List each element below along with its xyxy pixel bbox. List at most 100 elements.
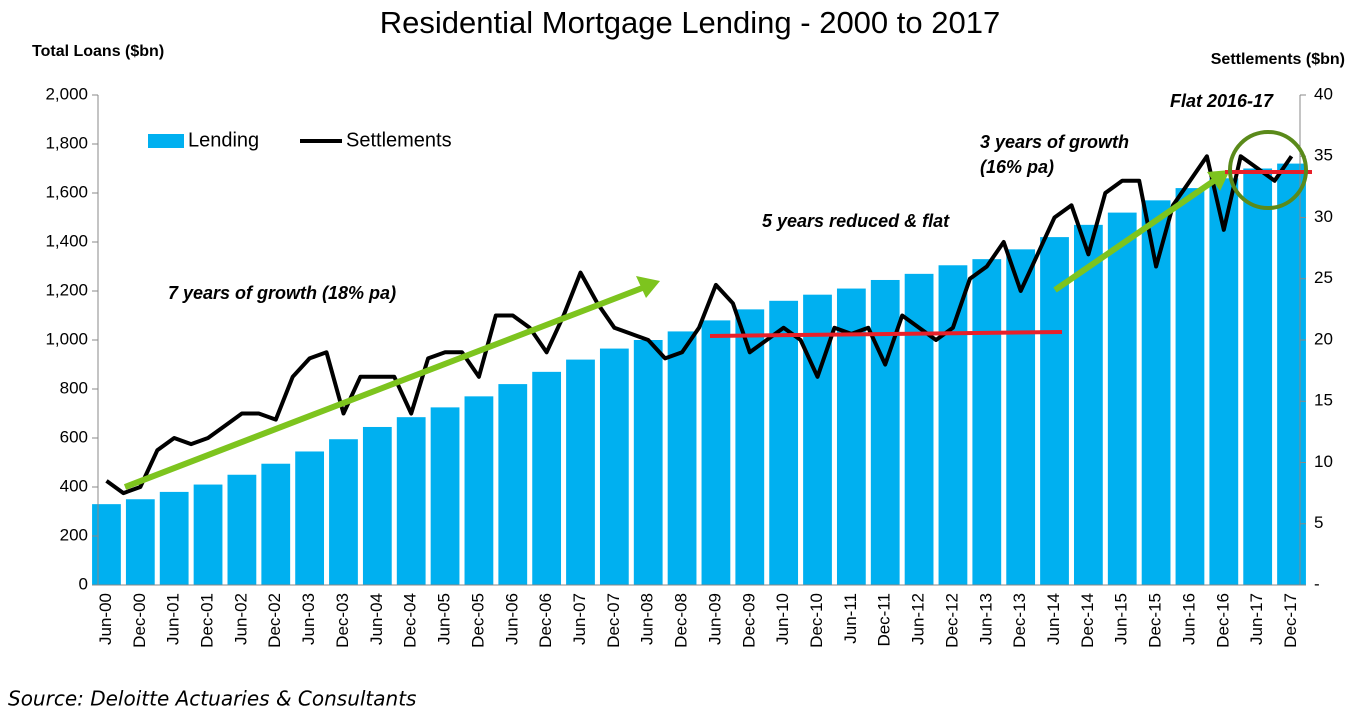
trend-arrow — [123, 284, 647, 490]
x-tick-label: Dec-14 — [1078, 593, 1097, 648]
arrow-head — [636, 276, 660, 298]
bar — [938, 265, 968, 585]
x-tick-label: Jun-06 — [502, 593, 521, 645]
annotations: 7 years of growth (18% pa) 5 years reduc… — [123, 91, 1312, 490]
y-tick-label: 200 — [60, 525, 88, 544]
y2-tick-label: 20 — [1314, 329, 1333, 348]
bar — [464, 396, 494, 585]
x-tick-label: Dec-11 — [875, 593, 894, 647]
x-tick-label: Jun-08 — [638, 593, 657, 645]
bar — [125, 499, 155, 585]
bar — [701, 320, 731, 585]
highlight-circle — [1228, 130, 1308, 210]
y-tick-label: 600 — [60, 427, 88, 446]
bar — [769, 300, 799, 585]
x-tick-label: Jun-17 — [1247, 593, 1266, 645]
bar — [566, 359, 595, 585]
y2-tick-label: 35 — [1314, 146, 1333, 165]
x-tick-label: Jun-15 — [1112, 593, 1131, 645]
x-tick-label: Jun-09 — [705, 593, 724, 645]
legend-swatch — [148, 134, 184, 148]
x-tick-label: Jun-02 — [231, 593, 250, 645]
x-tick-label: Dec-17 — [1281, 593, 1300, 648]
bar — [1277, 163, 1306, 585]
bar — [1209, 178, 1239, 586]
y-tick-label: 400 — [60, 476, 88, 495]
bar — [1107, 212, 1137, 585]
bar — [735, 309, 765, 585]
bar — [836, 288, 866, 585]
x-tick-label: Dec-00 — [130, 593, 149, 648]
bar — [972, 259, 1002, 585]
annotation: 7 years of growth (18% pa) — [168, 283, 396, 303]
bar — [599, 348, 629, 585]
bar — [193, 484, 223, 585]
arrow-head — [1207, 170, 1230, 191]
legend: Lending Settlements — [148, 129, 452, 151]
annotation: (16% pa) — [980, 157, 1054, 177]
x-tick-label: Dec-12 — [942, 593, 961, 648]
y-tick-label: 0 — [79, 574, 88, 593]
x-tick-label: Jun-00 — [96, 593, 115, 645]
bar — [667, 331, 697, 585]
annotation: Flat 2016-17 — [1170, 91, 1274, 111]
y2-tick-label: 15 — [1314, 391, 1333, 410]
y2-tick-label: 25 — [1314, 268, 1333, 287]
y2-tick-label: 10 — [1314, 452, 1333, 471]
x-tick-label: Jun-05 — [435, 593, 454, 645]
bar — [1006, 249, 1036, 585]
bar — [633, 340, 663, 585]
y-tick-label: 1,200 — [45, 280, 88, 299]
y-axis-label: Total Loans ($bn) — [32, 43, 164, 60]
bar — [1243, 168, 1273, 585]
bar — [1073, 224, 1103, 585]
y-tick-label: 1,600 — [45, 182, 88, 201]
bar — [532, 371, 562, 585]
y2-tick-label: 30 — [1314, 207, 1333, 226]
x-tick-label: Dec-06 — [536, 593, 555, 648]
x-tick-label: Dec-04 — [401, 593, 420, 648]
bar — [362, 426, 392, 585]
x-tick-label: Dec-03 — [333, 593, 352, 648]
plot: 0 200 400 600 800 1,000 1,200 1,400 1,600 1,800 2,… — [45, 84, 1332, 647]
annotation: 3 years of growth — [980, 132, 1129, 152]
bar — [329, 439, 358, 585]
x-tick-label: Jun-10 — [773, 593, 792, 645]
x-tick-label: Jun-14 — [1044, 593, 1063, 645]
x-tick-label: Jun-11 — [841, 593, 860, 644]
y-tick-label: 1,800 — [45, 133, 88, 152]
x-tick-label: Dec-07 — [604, 593, 623, 648]
x-tick-label: Jun-16 — [1179, 593, 1198, 645]
trend-arrow — [1053, 175, 1220, 293]
flat-line — [709, 330, 1063, 338]
bar — [92, 504, 121, 585]
x-tick-label: Dec-01 — [198, 593, 217, 648]
y-tick-label: 2,000 — [45, 84, 88, 103]
x-tick-label: Jun-03 — [299, 593, 318, 645]
x-tick-label: Jun-07 — [570, 593, 589, 645]
legend-label: Settlements — [346, 129, 452, 151]
bar — [261, 463, 291, 585]
x-tick-label: Dec-08 — [672, 593, 691, 648]
annotation: 5 years reduced & flat — [762, 211, 950, 231]
bar — [430, 407, 460, 585]
legend-label: Lending — [188, 129, 259, 151]
chart-title: Residential Mortgage Lending - 2000 to 2… — [380, 5, 1000, 40]
y2-axis-label: Settlements ($bn) — [1211, 51, 1345, 68]
line — [105, 154, 1294, 496]
source: Source: Deloitte Actuaries & Consultants — [8, 687, 416, 711]
bar — [295, 451, 325, 585]
bar — [870, 279, 900, 585]
bar — [1040, 237, 1069, 585]
bar — [498, 384, 528, 585]
bar — [803, 294, 832, 585]
y2-tick-label: 40 — [1314, 84, 1333, 103]
y2-tick-label: 5 — [1314, 513, 1323, 532]
bar — [159, 491, 189, 585]
x-tick-label: Dec-13 — [1010, 593, 1029, 648]
y2-tick-label: - — [1314, 574, 1320, 593]
x-tick-label: Jun-01 — [164, 593, 183, 645]
x-tick-label: Dec-10 — [807, 593, 826, 648]
